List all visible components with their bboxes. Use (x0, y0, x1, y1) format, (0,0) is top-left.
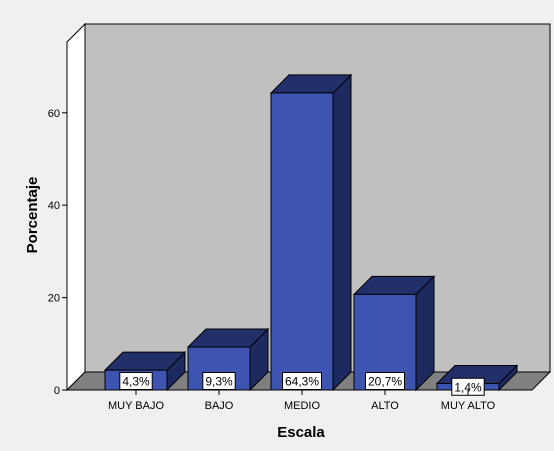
bar-4: 20,7% (352, 275, 436, 392)
data-label-box (365, 372, 405, 390)
bar-3: 64,3% (269, 73, 353, 392)
data-label-box (282, 372, 322, 390)
plot-left-wall (66, 22, 86, 392)
bar-front (270, 92, 334, 391)
data-label-box (119, 372, 153, 390)
data-label: 4,3% (122, 375, 150, 389)
x-axis-title: Escala (277, 424, 325, 441)
data-label: 64,3% (285, 375, 319, 389)
bar-1: 4,3% (103, 350, 187, 392)
bar-side (332, 73, 352, 392)
y-tick-label: 0 (54, 385, 60, 397)
data-label-box (202, 372, 236, 390)
x-tick-label: BAJO (205, 400, 234, 412)
y-axis-title: Porcentaje (24, 177, 41, 254)
x-tick-label: ALTO (371, 400, 399, 412)
x-tick-label: MUY ALTO (441, 400, 496, 412)
y-tick-label: 20 (48, 293, 60, 305)
data-label: 1,4% (454, 380, 482, 394)
data-label-box (451, 377, 485, 396)
x-tick-label: MUY BAJO (108, 400, 164, 412)
bar-2: 9,3% (186, 327, 270, 392)
data-label: 9,3% (205, 375, 233, 389)
y-tick-label: 40 (48, 200, 60, 212)
bar-side (415, 275, 435, 392)
data-label: 20,7% (368, 375, 402, 389)
y-tick-label: 60 (48, 108, 60, 120)
x-tick-label: MEDIO (284, 400, 321, 412)
